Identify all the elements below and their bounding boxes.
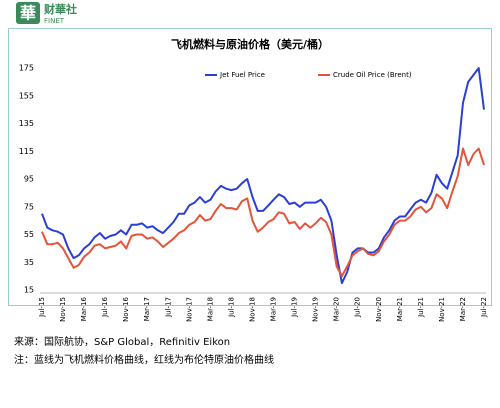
y-tick-label: 155 xyxy=(19,91,34,100)
series-line xyxy=(41,147,485,278)
y-tick-label: 15 xyxy=(24,286,34,295)
y-tick-label: 175 xyxy=(19,64,34,73)
x-tick-label: Mar-22 xyxy=(459,297,467,321)
x-tick-label: Jul-17 xyxy=(164,297,172,318)
y-tick-label: 115 xyxy=(19,147,34,156)
chart-title: 飞机燃料与原油价格（美元/桶） xyxy=(171,37,329,51)
x-tick-label: Nov-20 xyxy=(375,297,383,322)
logo-char: 華 xyxy=(20,4,36,23)
x-tick-label: Mar-18 xyxy=(206,297,214,321)
x-tick-label: Mar-19 xyxy=(270,297,278,321)
x-tick-label: Jul-19 xyxy=(291,297,299,318)
y-tick-label: 55 xyxy=(24,230,34,239)
y-tick-label: 135 xyxy=(19,119,34,128)
legend-label: Crude Oil Price (Brent) xyxy=(333,71,412,79)
x-tick-label: Mar-17 xyxy=(143,297,151,321)
legend-label: Jet Fuel Price xyxy=(219,71,265,79)
x-tick-label: Nov-17 xyxy=(185,297,193,322)
y-tick-label: 95 xyxy=(24,175,34,184)
x-tick-label: Jul-15 xyxy=(38,297,46,318)
x-tick-label: Jul-18 xyxy=(227,297,235,318)
x-tick-label: Jul-22 xyxy=(480,297,488,318)
source: 来源：国际航协，S&P Global，Refinitiv Eikon xyxy=(14,335,230,348)
x-tick-label: Jul-20 xyxy=(354,297,362,318)
note: 注：蓝线为飞机燃料价格曲线，红线为布伦特原油价格曲线 xyxy=(14,353,274,366)
x-tick-label: Nov-15 xyxy=(59,297,67,322)
brand: 财華社 xyxy=(43,2,77,16)
x-tick-label: Nov-16 xyxy=(122,296,130,321)
series-line xyxy=(41,67,485,285)
logo-box xyxy=(16,2,40,24)
y-tick-label: 75 xyxy=(24,202,34,211)
chart-frame xyxy=(8,28,492,306)
x-tick-label: Jul-21 xyxy=(417,297,425,318)
x-tick-label: Nov-19 xyxy=(312,297,320,322)
x-tick-label: Jul-16 xyxy=(101,296,109,317)
x-tick-label: Nov-18 xyxy=(248,297,256,322)
brand-en: FINET xyxy=(44,17,65,25)
y-tick-label: 35 xyxy=(24,258,34,267)
x-tick-label: Mar-16 xyxy=(80,296,88,321)
x-tick-label: Mar-21 xyxy=(396,297,404,321)
x-tick-label: Mar-20 xyxy=(333,297,341,321)
x-tick-label: Nov-21 xyxy=(438,297,446,322)
